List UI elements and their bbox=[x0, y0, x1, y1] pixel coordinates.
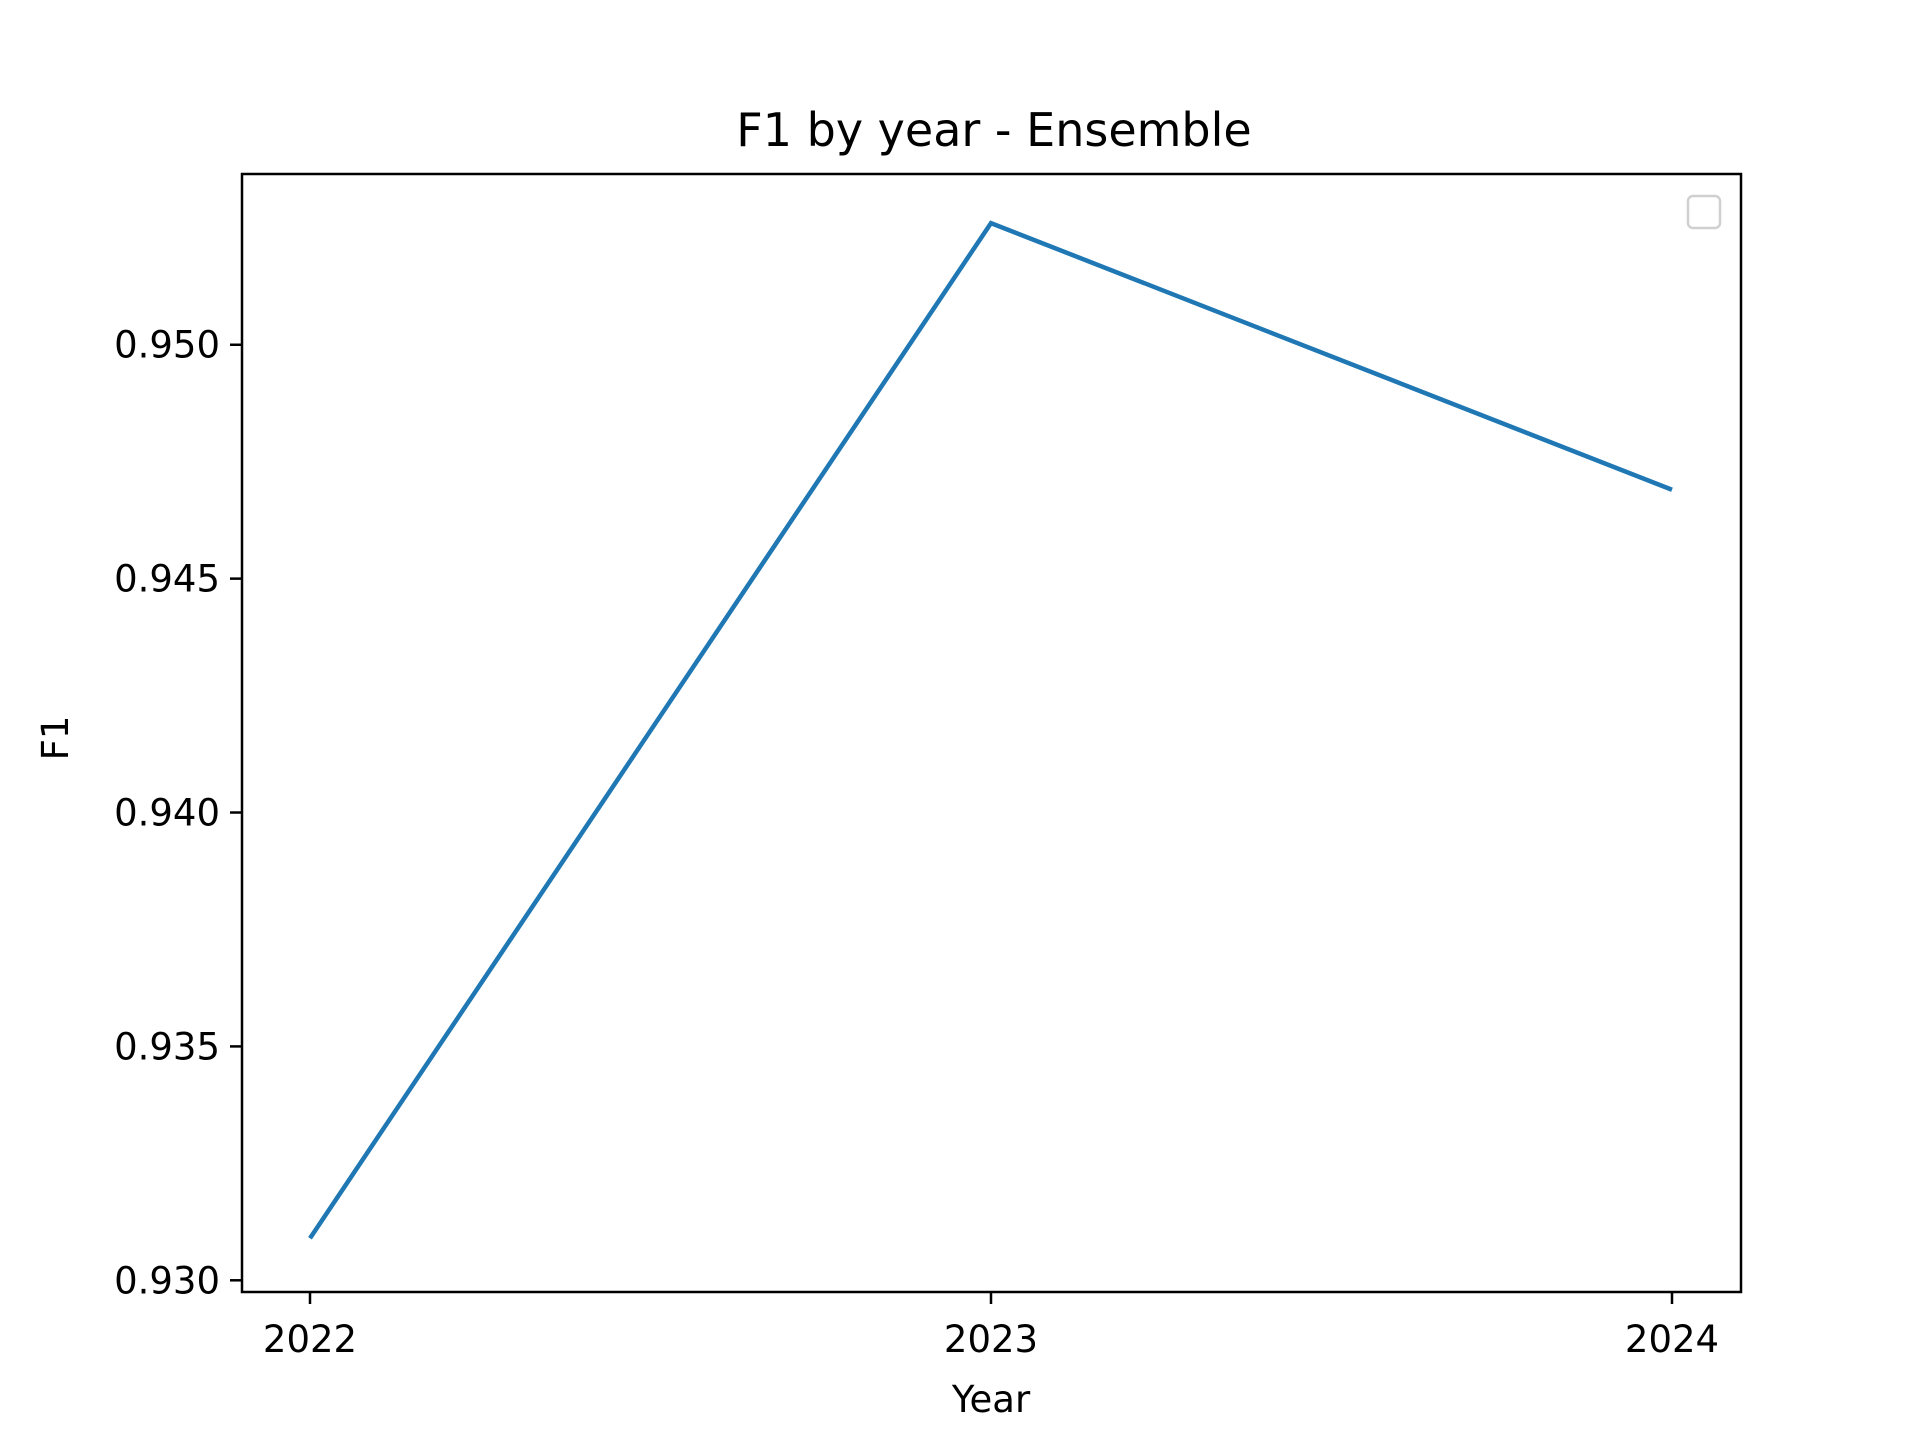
y-tick-label: 0.930 bbox=[114, 1259, 220, 1302]
y-tick-label: 0.935 bbox=[114, 1025, 220, 1068]
x-axis-ticks: 2022 2023 2024 bbox=[263, 1292, 1719, 1361]
x-tick-label: 2024 bbox=[1625, 1318, 1719, 1361]
plot-area: 0.930 0.935 0.940 0.945 0.950 2022 2023 2024 bbox=[114, 172, 1743, 1361]
y-axis-ticks: 0.930 0.935 0.940 0.945 0.950 bbox=[114, 324, 242, 1302]
x-axis-label: Year bbox=[951, 1378, 1031, 1421]
legend-box bbox=[1686, 194, 1722, 230]
y-tick-label: 0.950 bbox=[114, 324, 220, 367]
x-tick-label: 2023 bbox=[944, 1318, 1038, 1361]
series-line bbox=[308, 220, 1673, 1240]
series-layer bbox=[308, 220, 1673, 1240]
y-tick-label: 0.945 bbox=[114, 558, 220, 601]
y-axis-label: F1 bbox=[34, 716, 77, 761]
axes-frame bbox=[240, 172, 1743, 1294]
x-tick-label: 2022 bbox=[263, 1318, 357, 1361]
chart-title: F1 by year - Ensemble bbox=[736, 103, 1251, 157]
y-tick-label: 0.940 bbox=[114, 792, 220, 835]
